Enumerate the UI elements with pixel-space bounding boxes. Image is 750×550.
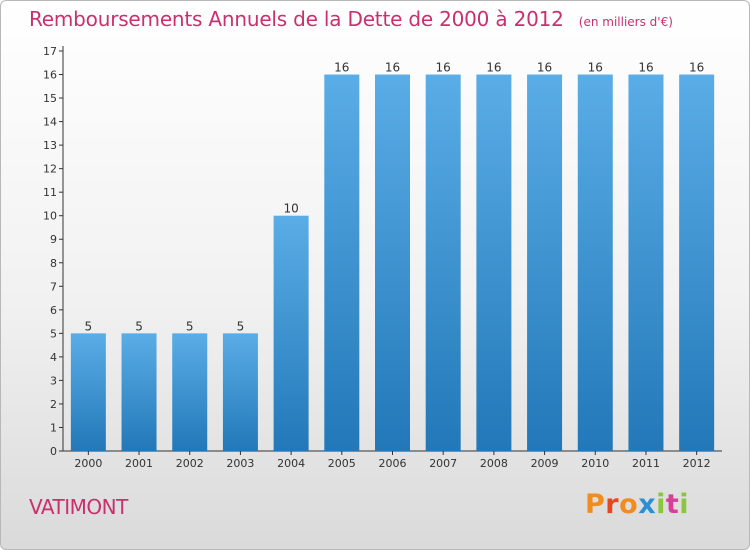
- y-tick-label: 4: [50, 351, 57, 364]
- bar: [324, 74, 360, 451]
- bar-value-label: 16: [486, 61, 501, 75]
- x-tick-label: 2004: [277, 457, 305, 470]
- proxiti-logo: Proxiti: [585, 489, 689, 520]
- y-tick-label: 0: [50, 445, 57, 458]
- bar-value-label: 16: [385, 61, 400, 75]
- bar-value-label: 16: [334, 61, 349, 75]
- bar: [577, 74, 613, 451]
- x-tick-label: 2003: [226, 457, 254, 470]
- x-tick-label: 2001: [125, 457, 153, 470]
- x-tick-label: 2000: [74, 457, 102, 470]
- bar: [425, 74, 461, 451]
- commune-name: VATIMONT: [29, 495, 128, 519]
- y-tick-label: 14: [43, 116, 57, 129]
- x-tick-label: 2009: [531, 457, 559, 470]
- y-tick-label: 1: [50, 421, 57, 434]
- y-tick-label: 2: [50, 398, 57, 411]
- chart-unit: (en milliers d'€): [578, 15, 673, 29]
- bar-value-label: 5: [237, 319, 245, 333]
- y-tick-label: 8: [50, 257, 57, 270]
- y-tick-label: 5: [50, 327, 57, 340]
- brand-letter: P: [585, 489, 606, 520]
- bar-value-label: 16: [436, 61, 451, 75]
- brand-letter: i: [679, 489, 690, 520]
- y-tick-label: 13: [43, 139, 57, 152]
- bar-value-label: 16: [638, 61, 653, 75]
- x-tick-label: 2010: [581, 457, 609, 470]
- y-tick-label: 16: [43, 69, 57, 82]
- brand-letter: i: [656, 489, 666, 520]
- brand-letter: x: [638, 489, 657, 520]
- bar-value-label: 10: [283, 202, 298, 216]
- y-tick-label: 6: [50, 304, 57, 317]
- x-tick-label: 2012: [683, 457, 711, 470]
- bar-value-label: 5: [186, 319, 194, 333]
- bar-value-label: 16: [588, 61, 603, 75]
- brand-letter: t: [665, 489, 680, 520]
- y-tick-label: 9: [50, 233, 57, 246]
- bar: [527, 74, 563, 451]
- x-tick-label: 2002: [176, 457, 204, 470]
- bar: [476, 74, 512, 451]
- x-tick-label: 2006: [379, 457, 407, 470]
- bar-value-label: 16: [537, 61, 552, 75]
- bar: [273, 215, 309, 451]
- chart-title: Remboursements Annuels de la Dette de 20…: [29, 7, 564, 31]
- y-tick-label: 11: [43, 186, 57, 199]
- y-tick-label: 15: [43, 92, 57, 105]
- bar: [628, 74, 664, 451]
- bar: [121, 333, 157, 451]
- chart-title-row: Remboursements Annuels de la Dette de 20…: [29, 7, 673, 31]
- y-tick-label: 10: [43, 210, 57, 223]
- bar: [679, 74, 715, 451]
- brand-letter: r: [605, 489, 620, 520]
- bar-value-label: 5: [85, 319, 93, 333]
- x-tick-label: 2011: [632, 457, 660, 470]
- bar: [375, 74, 410, 451]
- x-tick-label: 2008: [480, 457, 508, 470]
- x-tick-label: 2007: [429, 457, 457, 470]
- bar-value-label: 16: [689, 61, 704, 75]
- y-tick-label: 12: [43, 163, 57, 176]
- bar-value-label: 5: [135, 319, 143, 333]
- brand-letter: o: [619, 489, 639, 520]
- y-tick-label: 3: [50, 374, 57, 387]
- x-tick-label: 2005: [328, 457, 356, 470]
- bar: [172, 333, 208, 451]
- bar: [222, 333, 258, 451]
- bar: [70, 333, 106, 451]
- y-tick-label: 17: [43, 45, 57, 58]
- y-tick-label: 7: [50, 280, 57, 293]
